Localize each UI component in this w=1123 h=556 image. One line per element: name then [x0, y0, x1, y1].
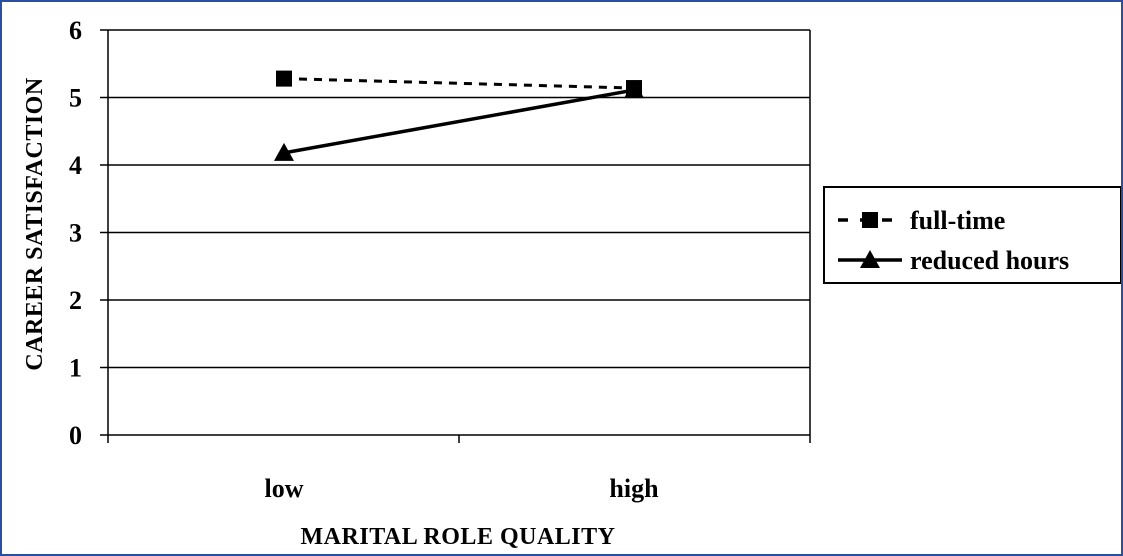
x-category-labels: low high: [265, 474, 660, 503]
data-point: [276, 70, 292, 87]
series-line: [283, 88, 635, 155]
legend-item: full-time: [838, 206, 1005, 235]
legend-marker: [860, 250, 880, 268]
legend: full-time reduced hours: [823, 186, 1121, 284]
series-full-time: [276, 70, 642, 97]
legend-label: full-time: [910, 206, 1005, 235]
gridlines: [108, 29, 810, 369]
y-axis-title: CAREER SATISFACTION: [22, 77, 48, 370]
y-tick-label: 4: [69, 151, 82, 180]
y-tick-label: 2: [69, 286, 82, 315]
axes: [100, 29, 811, 443]
y-tick-label: 0: [69, 421, 82, 450]
legend-item: reduced hours: [838, 246, 1069, 275]
y-tick-label: 3: [69, 219, 82, 248]
y-tick-label: 5: [69, 84, 82, 113]
x-category-label: low: [265, 474, 304, 503]
y-tick-label: 1: [69, 354, 82, 383]
data-point: [624, 80, 644, 99]
x-category-label: high: [609, 474, 659, 503]
y-tick-labels: 0 1 2 3 4 5 6: [69, 16, 82, 450]
legend-label: reduced hours: [910, 246, 1069, 275]
x-axis-title: MARITAL ROLE QUALITY: [301, 524, 616, 550]
series-line: [283, 77, 635, 90]
y-tick-label: 6: [69, 16, 82, 45]
data-point: [274, 142, 294, 161]
legend-marker: [862, 212, 878, 228]
series-reduced-hours: [274, 80, 644, 161]
series: [274, 70, 644, 161]
